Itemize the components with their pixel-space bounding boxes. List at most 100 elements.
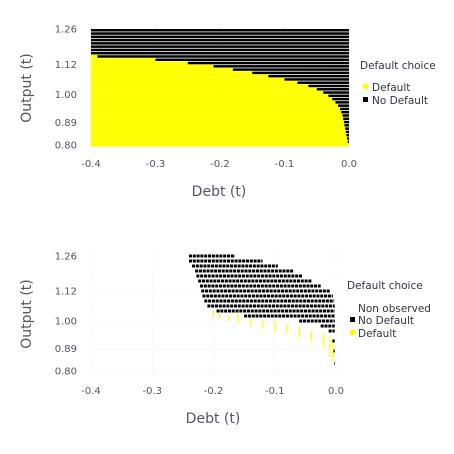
heatmap-cell-no-default [268, 74, 349, 78]
y-tick-label: 0.80 [55, 141, 77, 152]
y-tick-label: 1.00 [55, 317, 77, 328]
y-tick-label: 1.26 [55, 252, 77, 263]
heatmap-cell-default [91, 100, 336, 105]
heatmap-cell-no-default [343, 120, 349, 124]
heatmap-cell-default [91, 58, 156, 62]
heatmap-cell-no-default [232, 68, 349, 71]
heatmap-cell-no-default [328, 94, 349, 98]
bottom-panel-y-axis-title: Output (t) [19, 279, 35, 349]
heatmap-cell-no-default [91, 45, 349, 48]
heatmap-cell-no-default [338, 104, 349, 107]
legend-swatch-no-default-2 [350, 317, 355, 322]
heatmap-cell-default [91, 67, 233, 72]
heatmap-cell-no-default [345, 130, 349, 134]
heatmap-cell-default [91, 133, 347, 137]
top-panel-legend: Default choice Default No Default [360, 60, 436, 107]
bottom-panel: 0.80 0.89 1.00 1.12 1.26 -0.4 -0.3 -0.2 -0.1 0.0… [19, 251, 431, 427]
heatmap-cell-default [91, 136, 348, 141]
heatmap-cell-no-default [252, 71, 349, 75]
scatter-default-point [332, 341, 334, 361]
heatmap-cell-default [91, 77, 285, 82]
heatmap-cell-default [91, 64, 214, 68]
heatmap-cell-default [91, 94, 329, 98]
x-tick-label: -0.4 [81, 386, 101, 397]
y-tick-label: 1.12 [55, 287, 77, 298]
heatmap-cell-no-default [332, 97, 349, 101]
bottom-panel-y-ticks: 0.80 0.89 1.00 1.12 1.26 [55, 252, 77, 378]
heatmap-cell-no-default [297, 81, 349, 84]
scatter-default-point [286, 323, 288, 334]
x-tick-label: 0.0 [341, 159, 357, 170]
heatmap-cell-default [91, 110, 342, 114]
heatmap-cell-no-default [213, 65, 349, 68]
bottom-panel-x-ticks: -0.4 -0.3 -0.2 -0.1 0.0 [81, 386, 344, 397]
heatmap-cell-default [91, 61, 188, 65]
legend-swatch-default-2 [350, 330, 355, 335]
x-tick-label: -0.2 [204, 386, 224, 397]
scatter-default-point [228, 316, 230, 321]
heatmap-cell-no-default [342, 114, 349, 117]
legend-swatch-no-default [363, 97, 368, 102]
top-panel-y-ticks: 0.80 0.89 1.00 1.12 1.26 [55, 25, 77, 152]
heatmap-cell-no-default [91, 48, 349, 52]
heatmap-cell-no-default [91, 29, 349, 32]
x-tick-label: -0.4 [81, 159, 101, 170]
heatmap-cell-no-default [91, 35, 349, 39]
heatmap-cell-default [91, 74, 269, 78]
legend-label-default: Default [372, 82, 410, 94]
top-panel: 0.80 0.89 1.00 1.12 1.26 -0.4 -0.3 -0.2 -0.1 0.0… [19, 23, 436, 200]
scatter-default-point [261, 321, 264, 329]
heatmap-cell-default [91, 107, 340, 111]
heatmap-cell-no-default [308, 84, 349, 88]
heatmap-cell-no-default [91, 32, 349, 35]
legend-label-no-default: No Default [372, 95, 428, 107]
top-panel-x-ticks: -0.4 -0.3 -0.2 -0.1 0.0 [81, 159, 357, 170]
heatmap-cell-no-default [91, 42, 349, 45]
heatmap-cell-no-default [323, 91, 349, 94]
heatmap-cell-no-default [343, 117, 349, 121]
heatmap-cell-no-default [347, 140, 349, 143]
scatter-default-point [329, 336, 331, 356]
legend-label-non-observed: Non observed [358, 303, 431, 315]
y-tick-label: 1.00 [55, 90, 77, 101]
top-panel-legend-title: Default choice [360, 60, 436, 72]
y-tick-label: 0.80 [55, 367, 77, 378]
heatmap-cell-no-default [91, 38, 349, 42]
heatmap-cell-no-default [339, 107, 349, 111]
heatmap-cell-no-default [335, 101, 349, 104]
heatmap-cell-no-default [155, 58, 349, 62]
top-panel-heatmap [91, 29, 349, 147]
heatmap-cell-default [91, 97, 333, 101]
heatmap-cell-default [91, 130, 346, 134]
legend-swatch-default [363, 84, 368, 89]
legend-label-no-default-2: No Default [358, 315, 414, 327]
heatmap-cell-default [91, 90, 324, 95]
y-tick-label: 0.89 [55, 118, 77, 129]
heatmap-cell-default [91, 123, 345, 127]
heatmap-cell-default [91, 126, 346, 131]
heatmap-cell-no-default [187, 61, 349, 65]
heatmap-cell-no-default [284, 78, 349, 81]
heatmap-cell-no-default [316, 88, 349, 91]
heatmap-cell-no-default [344, 124, 349, 127]
heatmap-cell-no-default [345, 127, 349, 130]
heatmap-cell-default [91, 84, 309, 88]
bottom-panel-scatter [189, 254, 335, 365]
scatter-default-point [274, 321, 276, 331]
heatmap-cell-no-default [346, 133, 349, 137]
bottom-panel-legend: Default choice Non observed No Default D… [347, 280, 431, 340]
bottom-panel-x-axis-title: Debt (t) [186, 411, 241, 427]
heatmap-cell-no-default [341, 110, 349, 114]
scatter-default-point [249, 318, 251, 326]
legend-label-default-2: Default [358, 328, 396, 340]
heatmap-cell-default [91, 143, 349, 147]
top-panel-x-axis-title: Debt (t) [192, 184, 247, 200]
x-tick-label: -0.2 [210, 159, 230, 170]
heatmap-cell-default [91, 140, 348, 144]
scatter-default-point [310, 331, 313, 341]
y-tick-label: 1.12 [55, 60, 77, 71]
x-tick-label: -0.1 [275, 159, 295, 170]
heatmap-cell-no-default [97, 55, 349, 58]
x-tick-label: -0.1 [265, 386, 285, 397]
